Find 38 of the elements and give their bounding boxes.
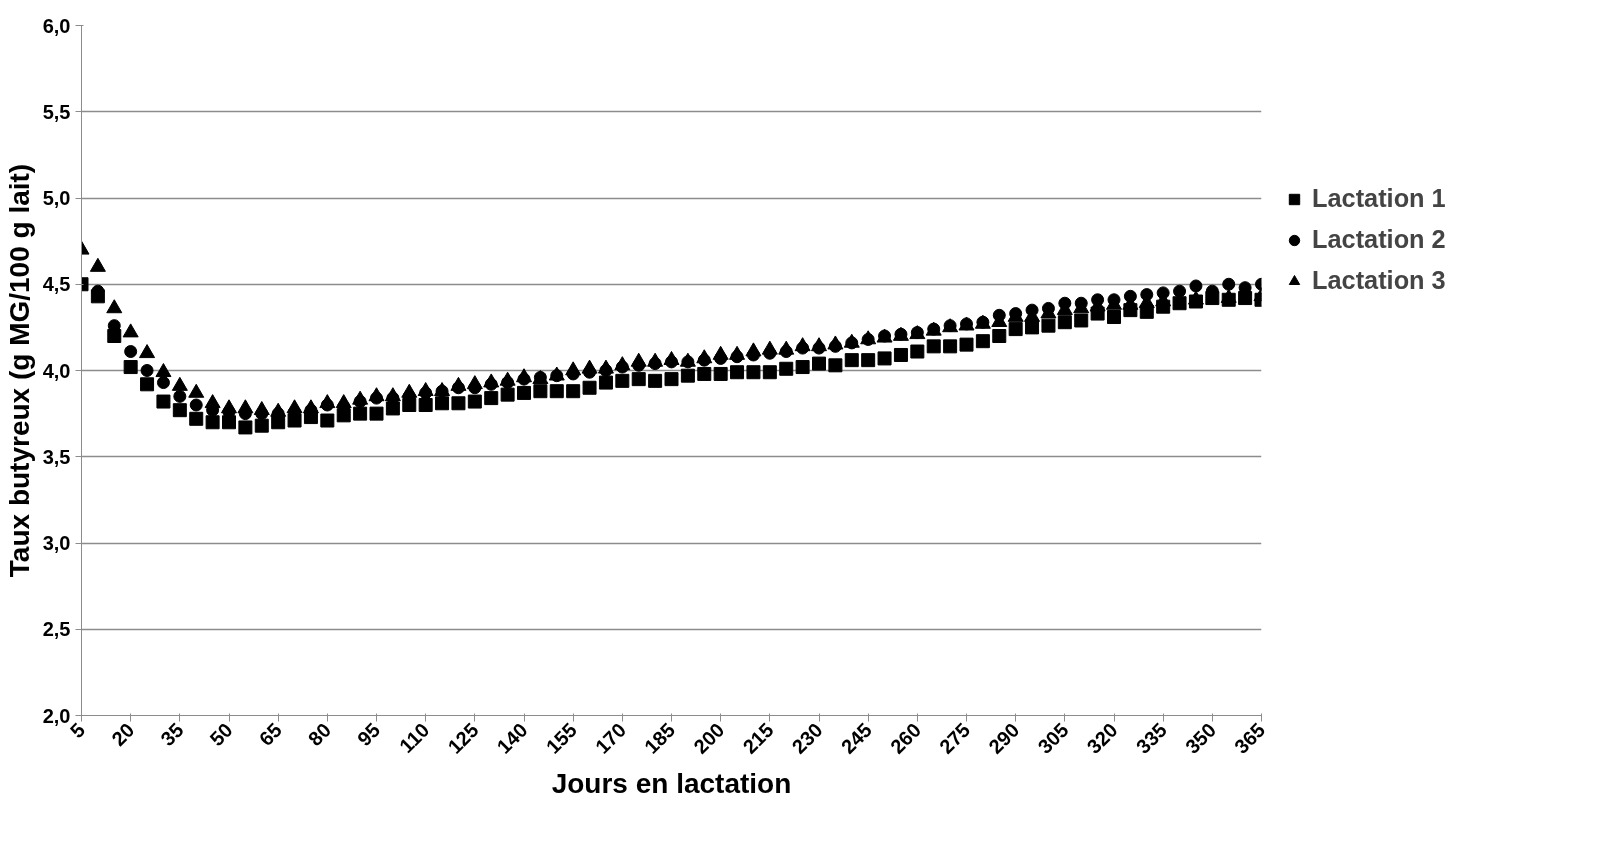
x-tick-label: 230 bbox=[787, 718, 827, 758]
x-tick-label: 260 bbox=[885, 718, 926, 758]
x-tick-label: 275 bbox=[935, 718, 975, 758]
y-tick-label: 5,5 bbox=[42, 100, 71, 123]
y-tick-label: 5,0 bbox=[42, 187, 71, 209]
x-tick-label: 140 bbox=[492, 718, 532, 758]
x-tick-label: 200 bbox=[689, 718, 729, 758]
x-tick-label: 245 bbox=[836, 718, 876, 758]
y-axis-title: Taux butyreux (g MG/100 g lait) bbox=[3, 163, 35, 578]
x-tick-label: 50 bbox=[205, 718, 237, 751]
legend-label: Lactation 2 bbox=[1312, 225, 1446, 254]
x-tick-label: 365 bbox=[1230, 718, 1270, 758]
x-tick-label: 335 bbox=[1131, 718, 1171, 758]
x-tick-label: 155 bbox=[541, 718, 581, 758]
x-axis-title: Jours en lactation bbox=[551, 768, 792, 799]
x-tick-label: 110 bbox=[395, 718, 434, 758]
y-tick-label: 2,5 bbox=[42, 618, 71, 641]
y-tick-label: 3,0 bbox=[42, 532, 71, 554]
y-tick-label: 6,0 bbox=[42, 14, 71, 37]
y-tick-label: 3,5 bbox=[42, 445, 71, 468]
x-tick-label: 95 bbox=[352, 718, 385, 751]
x-tick-label: 20 bbox=[107, 718, 139, 751]
x-tick-label: 305 bbox=[1033, 718, 1073, 758]
y-tick-label: 4,0 bbox=[42, 359, 71, 382]
y-tick-label: 4,5 bbox=[42, 273, 71, 296]
y-tick-label: 2,0 bbox=[42, 704, 71, 727]
x-tick-label: 185 bbox=[640, 718, 680, 758]
x-tick-label: 65 bbox=[254, 718, 286, 751]
x-tick-label: 125 bbox=[443, 718, 483, 758]
x-tick-label: 215 bbox=[738, 718, 778, 758]
x-tick-label: 320 bbox=[1082, 718, 1122, 758]
x-tick-label: 290 bbox=[984, 718, 1024, 758]
x-tick-label: 35 bbox=[156, 718, 188, 751]
legend-label: Lactation 3 bbox=[1312, 266, 1446, 295]
x-tick-label: 350 bbox=[1180, 718, 1221, 758]
x-tick-label: 80 bbox=[303, 718, 336, 751]
x-tick-label: 170 bbox=[590, 718, 631, 758]
legend-label: Lactation 1 bbox=[1312, 184, 1446, 213]
